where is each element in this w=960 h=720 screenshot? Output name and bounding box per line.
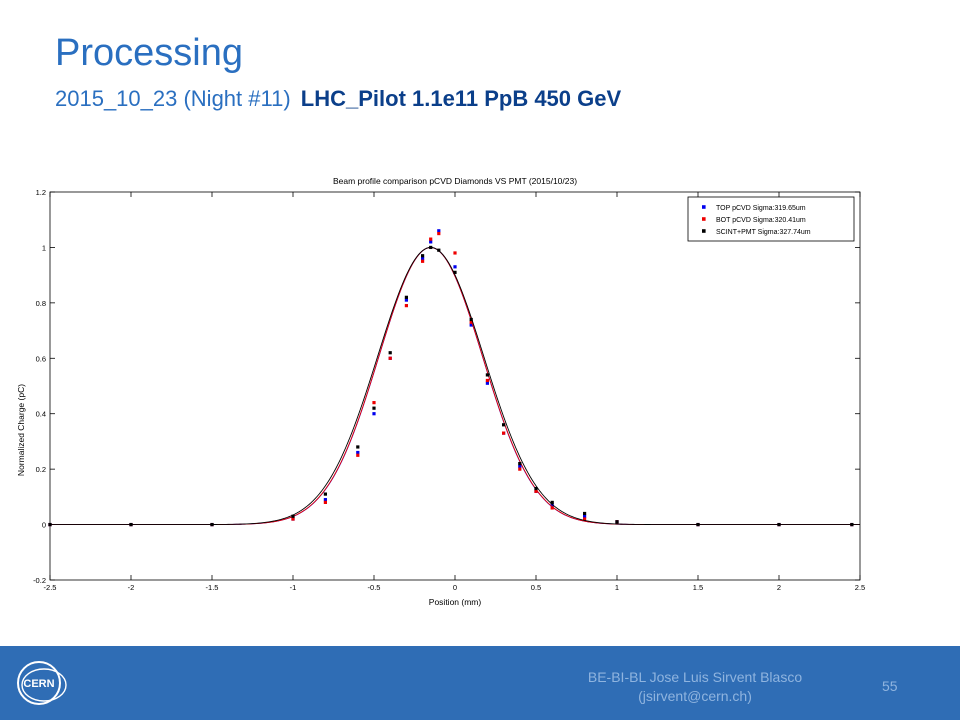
- series-2-point: [421, 254, 425, 258]
- series-0-point: [404, 298, 408, 302]
- series-1-point: [388, 356, 392, 360]
- x-tick-label: -0.5: [368, 583, 381, 592]
- x-tick-label: 1.5: [693, 583, 703, 592]
- legend-entry: BOT pCVD Sigma:320.41um: [716, 217, 806, 224]
- subtitle-date: 2015_10_23 (Night #11): [55, 86, 291, 111]
- series-0-point: [550, 503, 554, 507]
- series-1-point: [583, 517, 587, 521]
- series-2-point: [583, 511, 587, 516]
- legend-marker: [702, 229, 706, 233]
- x-tick-label: 1: [615, 583, 619, 592]
- series-1-point: [291, 517, 295, 521]
- page-number: 55: [882, 678, 898, 694]
- series-1-point: [502, 431, 506, 435]
- x-tick-label: 2: [777, 583, 781, 592]
- legend-entry: TOP pCVD Sigma:319.65um: [716, 205, 806, 212]
- series-2-point: [518, 462, 522, 466]
- y-tick-label: 0: [42, 521, 46, 530]
- x-tick-label: -2: [128, 583, 135, 592]
- series-2-point: [429, 245, 433, 250]
- x-tick-label: 0: [453, 583, 457, 592]
- series-2-fit-line: [50, 246, 860, 526]
- series-1-point: [429, 237, 433, 241]
- series-2-point: [356, 445, 360, 449]
- y-tick-label: -0.2: [33, 576, 46, 585]
- series-1-point: [372, 401, 376, 405]
- series-2-point: [469, 317, 473, 322]
- series-1-point: [404, 304, 408, 308]
- series-1-point: [437, 231, 441, 236]
- series-0-point: [437, 229, 441, 233]
- series-2-point: [696, 522, 700, 527]
- footer-email-line: (jsirvent@cern.ch): [638, 688, 752, 704]
- subtitle-beam-info: LHC_Pilot 1.1e11 PpB 450 GeV: [300, 86, 622, 111]
- footer-author-line: BE-BI-BL Jose Luis Sirvent Blasco: [587, 669, 803, 685]
- series-2-point: [210, 522, 214, 527]
- series-1-point: [421, 259, 425, 263]
- series-1-point: [323, 500, 327, 504]
- series-2-point: [850, 522, 854, 527]
- series-0-point: [323, 498, 327, 502]
- chart-title: Beam profile comparison pCVD Diamonds VS…: [333, 176, 577, 186]
- series-0-point: [518, 464, 522, 468]
- plot-frame: [49, 191, 861, 581]
- series-0-point: [429, 240, 433, 244]
- x-tick-label: 2.5: [855, 583, 865, 592]
- x-tick-label: -1.5: [206, 583, 219, 592]
- series-0-point: [469, 323, 473, 327]
- legend-box: [687, 196, 855, 242]
- series-2-point: [48, 522, 52, 527]
- x-tick-label: -2.5: [44, 583, 57, 592]
- beam-profile-chart: Beam profile comparison pCVD Diamonds VS…: [16, 176, 865, 607]
- series-1-point: [518, 467, 522, 471]
- y-tick-label: 0.8: [36, 299, 46, 308]
- cern-logo-icon: CERN: [17, 661, 67, 705]
- slide-title: Processing: [55, 32, 243, 74]
- series-1-point: [534, 489, 538, 493]
- series-2-point: [129, 522, 133, 527]
- series-2-point: [437, 248, 441, 252]
- plot-area: -2.5 -2 -1.5 -1 -0.5 0 0.5 1 1.5 2 2.5 -0.2 0 0.2 0.4 0…: [33, 188, 865, 592]
- series-2-point: [404, 295, 408, 299]
- series-2-point: [502, 423, 506, 427]
- legend-marker: [702, 205, 706, 209]
- series-2-point: [453, 270, 457, 274]
- series-2-point: [388, 351, 392, 355]
- legend-marker: [702, 217, 706, 221]
- y-tick-label: 0.2: [36, 465, 46, 474]
- x-axis-label: Position (mm): [429, 597, 482, 607]
- series-1-point: [469, 320, 473, 324]
- series-1-point: [485, 378, 489, 383]
- series-0-point: [421, 256, 425, 261]
- footer-bar: CERN BE-BI-BL Jose Luis Sirvent Blasco (…: [0, 646, 960, 720]
- y-tick-label: 1: [42, 243, 46, 252]
- y-tick-label: 0.4: [36, 410, 46, 419]
- series-1-point: [550, 506, 554, 510]
- series-1-point: [453, 251, 457, 255]
- series-2-point: [291, 514, 295, 518]
- series-0-point: [372, 412, 376, 416]
- series-1-point: [356, 453, 360, 457]
- series-2-point: [534, 486, 538, 491]
- series-2-point: [372, 406, 376, 410]
- series-0-point: [583, 514, 587, 518]
- series-2-point: [777, 522, 781, 527]
- y-tick-label: 0.6: [36, 354, 46, 363]
- x-tick-label: -1: [290, 583, 297, 592]
- series-0-point: [453, 265, 457, 269]
- legend-entry: SCINT+PMT Sigma:327.74um: [716, 229, 811, 236]
- cern-logo-text: CERN: [23, 678, 54, 690]
- series-2-point: [615, 520, 619, 524]
- series-0-point: [356, 450, 360, 455]
- y-tick-label: 1.2: [36, 188, 46, 197]
- slide-subtitle: 2015_10_23 (Night #11) LHC_Pilot 1.1e11 …: [55, 86, 621, 112]
- footer-author: BE-BI-BL Jose Luis Sirvent Blasco (jsirv…: [560, 668, 830, 706]
- y-axis-label: Normalized Charge (pC): [16, 384, 26, 476]
- x-tick-label: 0.5: [531, 583, 541, 592]
- series-2-point: [550, 500, 554, 504]
- series-2-point: [323, 492, 327, 496]
- series-2-point: [485, 373, 489, 377]
- series-0-point: [485, 381, 489, 385]
